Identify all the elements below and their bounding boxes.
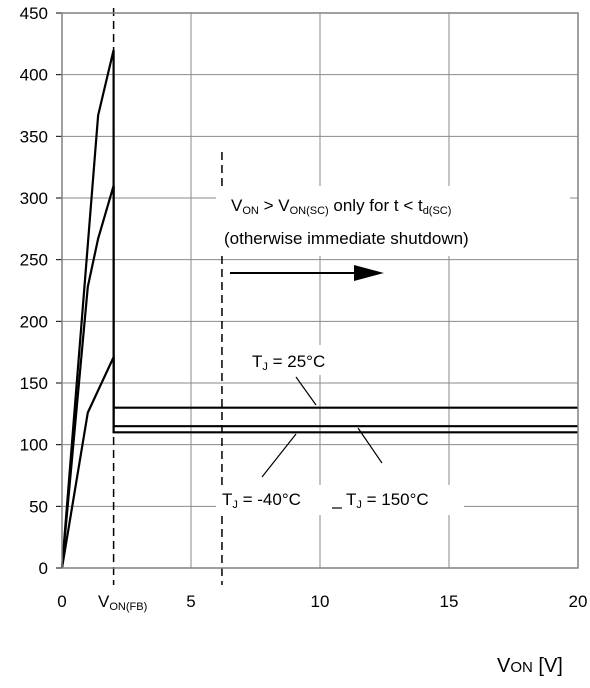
tj150-label: TJ = 150°C: [346, 490, 429, 511]
grid: [56, 12, 579, 569]
condition-background: [216, 186, 570, 256]
y-tick-label-0: 0: [39, 559, 48, 578]
series-line-2: [60, 356, 578, 569]
y-tick-label-6: 300: [20, 189, 48, 208]
x-axis-label: VON [V]: [497, 655, 563, 677]
vertical-dashed-lines: [112, 8, 223, 585]
x-tick-label-1: 5: [186, 592, 195, 611]
tj25-leader: [295, 376, 317, 406]
x-tick-label-4: 20: [569, 592, 588, 611]
series-line-1: [60, 185, 578, 569]
condition-line-2: (otherwise immediate shutdown): [224, 229, 469, 248]
x-tick-label-0: 0: [57, 592, 66, 611]
y-tick-label-8: 400: [20, 66, 48, 85]
tj25-label: TJ = 25°C: [252, 352, 325, 373]
x-tick-label-3: 15: [440, 592, 459, 611]
y-tick-label-1: 50: [29, 497, 48, 516]
von-fb-label: VON(FB): [98, 592, 147, 613]
tjm40-label: TJ = -40°C: [222, 490, 301, 511]
tj25-background: [248, 345, 358, 375]
y-tick-label-7: 350: [20, 127, 48, 146]
x-tick-label-2: 10: [311, 592, 330, 611]
y-tick-labels: 0 50 100 150 200 250 300 350 400 450: [20, 4, 48, 578]
x-tick-labels: 0 5 10 15 20: [57, 592, 587, 611]
condition-line-1: VON > VON(SC) only for t < td(SC): [231, 196, 451, 217]
y-tick-label-9: 450: [20, 4, 48, 23]
plot-frame: [61, 12, 579, 569]
y-tick-label-2: 100: [20, 436, 48, 455]
y-tick-label-3: 150: [20, 374, 48, 393]
tj150-leader: [357, 427, 383, 464]
right-arrow: [230, 265, 384, 281]
tj-bottom-background: [216, 485, 464, 515]
series-line-0: [60, 49, 578, 569]
y-tick-label-4: 200: [20, 312, 48, 331]
y-tick-label-5: 250: [20, 251, 48, 270]
series-group: [60, 49, 578, 569]
tjm40-leader: [261, 433, 297, 478]
